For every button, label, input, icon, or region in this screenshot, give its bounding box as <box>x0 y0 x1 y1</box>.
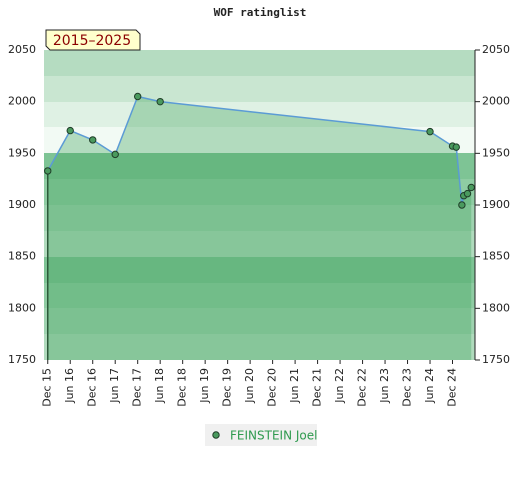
y-tick-label: 1850 <box>8 250 36 263</box>
x-tick-label: Dec 21 <box>311 368 324 407</box>
band <box>44 257 475 283</box>
legend <box>205 424 317 446</box>
y-tick-label: 1950 <box>8 146 36 159</box>
y-tick-label: 2000 <box>8 95 36 108</box>
y-tick-label: 1800 <box>8 301 36 314</box>
point <box>452 143 460 151</box>
y-tick-label: 1750 <box>8 353 36 366</box>
legend-items: FEINSTEIN Joel <box>212 429 317 443</box>
chart-title: WOF ratinglist <box>214 6 307 19</box>
point <box>44 167 52 175</box>
y2-tick-label: 1950 <box>482 146 510 159</box>
band <box>44 76 475 102</box>
band <box>44 179 475 205</box>
x-tick-label: Jun 17 <box>108 368 121 404</box>
point <box>467 183 475 192</box>
x-tick-label: Jun 18 <box>153 368 166 404</box>
point <box>66 126 74 135</box>
band <box>44 308 475 334</box>
point <box>111 150 119 159</box>
x-tick-label: Jun 24 <box>423 368 436 404</box>
band <box>44 283 475 308</box>
point <box>463 189 472 198</box>
period-label: 2015–2025 <box>53 33 131 49</box>
x-tick-label: Jun 21 <box>288 368 301 404</box>
x-tick-label: Dec 20 <box>266 368 279 407</box>
band <box>44 334 475 360</box>
y2-tick-label: 1800 <box>482 301 510 314</box>
x-tick-label: Dec 16 <box>86 368 99 407</box>
y2-tick-label: 2050 <box>482 43 510 56</box>
x-tick-label: Jun 19 <box>198 368 211 404</box>
y-tick-label: 2050 <box>8 43 36 56</box>
legend-label: FEINSTEIN Joel <box>230 429 317 443</box>
y2-tick-label: 2000 <box>482 95 510 108</box>
x-tick-label: Dec 22 <box>356 368 369 407</box>
x-tick-label: Dec 23 <box>401 368 414 407</box>
y-tick-label: 1900 <box>8 198 36 211</box>
x-tick-label: Dec 24 <box>446 368 459 407</box>
point <box>458 201 466 209</box>
y2-tick-label: 1900 <box>482 198 510 211</box>
band <box>44 205 475 231</box>
y2-tick-label: 1850 <box>482 250 510 263</box>
band <box>44 50 475 76</box>
period-box <box>45 29 141 51</box>
point <box>89 136 97 144</box>
x-tick-label: Jun 23 <box>378 368 391 404</box>
bands <box>44 50 475 360</box>
x-tick-label: Jun 20 <box>243 368 256 404</box>
band <box>44 127 475 153</box>
x-tick-label: Jun 22 <box>333 368 346 404</box>
x-tick-label: Dec 19 <box>221 368 234 407</box>
point <box>156 97 164 106</box>
area <box>47 96 472 360</box>
plot <box>44 92 475 360</box>
y2-tick-label: 1750 <box>482 353 510 366</box>
x-tick-label: Dec 18 <box>176 368 189 407</box>
x-tick-label: Dec 17 <box>131 368 144 407</box>
x-tick-label: Jun 16 <box>63 368 76 404</box>
band <box>44 231 475 257</box>
point <box>426 127 434 136</box>
x-tick-label: Dec 15 <box>41 368 54 407</box>
legend-marker <box>212 431 220 439</box>
point <box>133 92 142 101</box>
band <box>44 102 475 127</box>
